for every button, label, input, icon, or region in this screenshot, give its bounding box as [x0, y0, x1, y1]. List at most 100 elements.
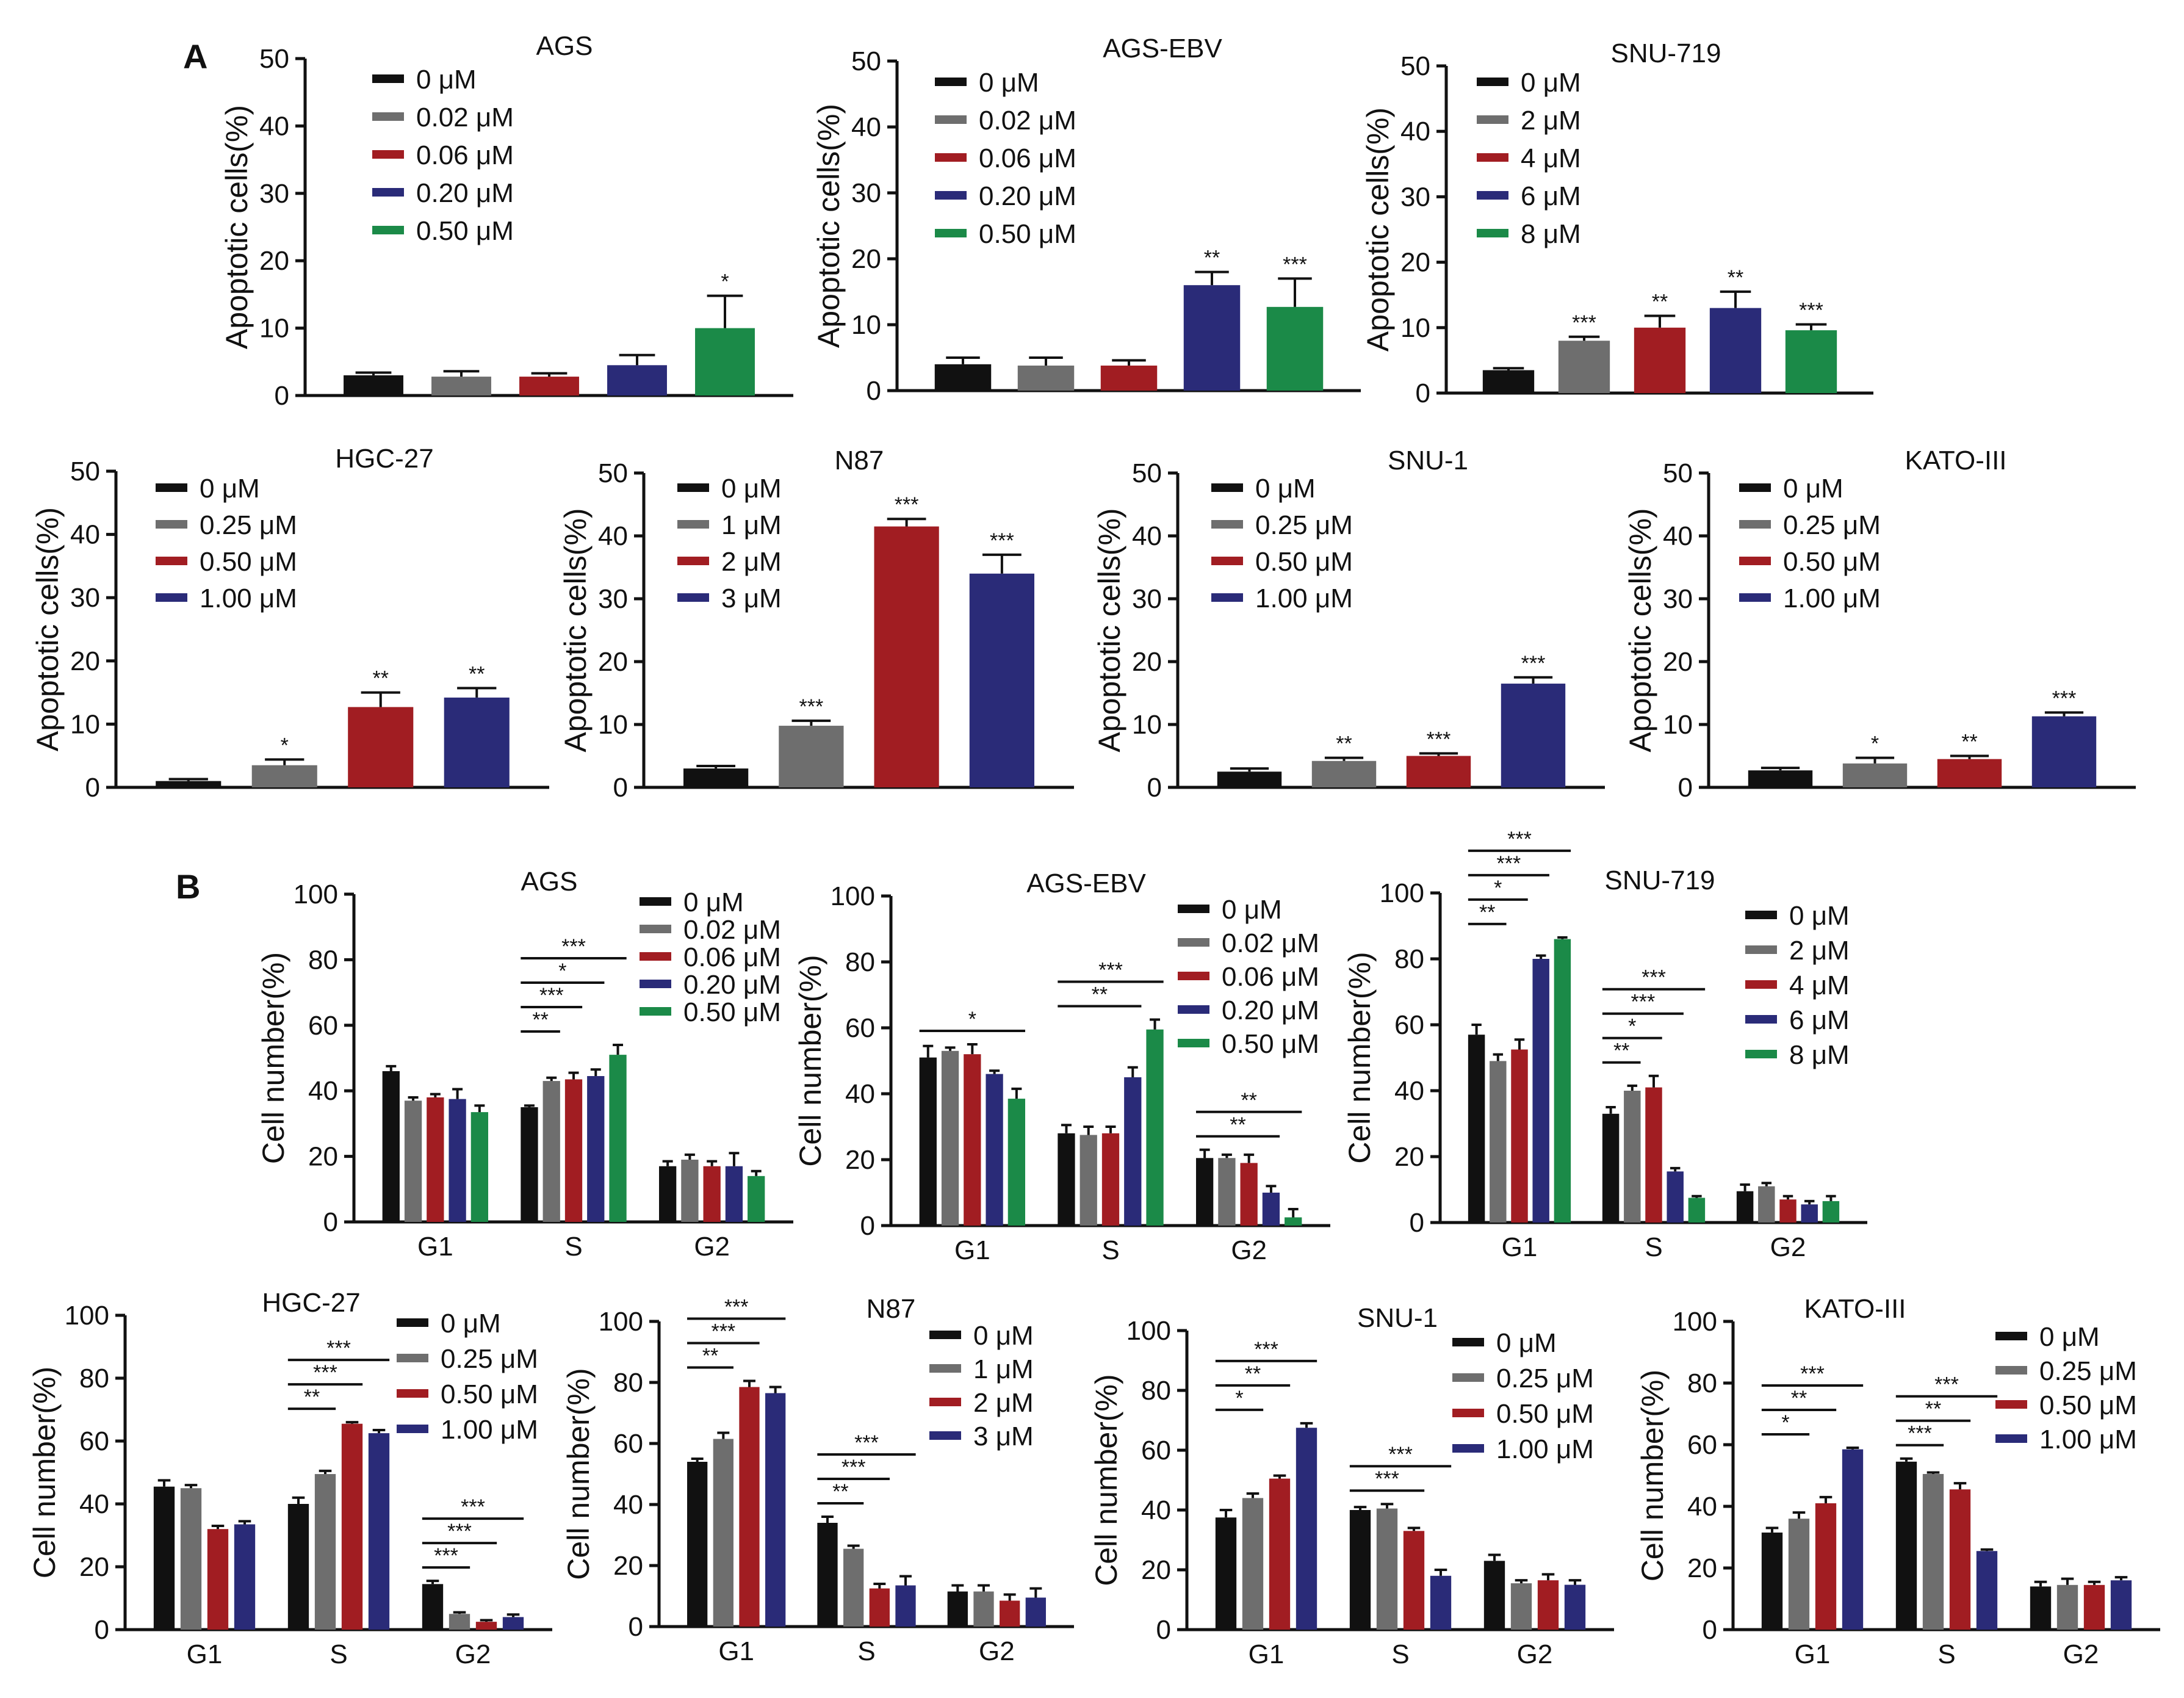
y-tick-label: 0 — [867, 376, 881, 406]
legend-swatch — [156, 483, 187, 492]
y-axis-label: Cell number(%) — [1089, 1374, 1123, 1586]
bar — [1000, 1600, 1020, 1627]
significance-label: *** — [313, 1361, 337, 1384]
legend-label: 0.25 μM — [1496, 1364, 1594, 1393]
y-tick-label: 80 — [845, 947, 875, 977]
bar — [1801, 1204, 1818, 1223]
y-axis-label: Apoptotic cells(%) — [558, 508, 593, 752]
legend-label: 0.50 μM — [2039, 1390, 2137, 1420]
legend-swatch — [397, 1318, 428, 1327]
legend-swatch — [1995, 1366, 2027, 1375]
legend-label: 0.50 μM — [1783, 547, 1881, 577]
legend-label: 0 μM — [721, 474, 782, 504]
significance-label: *** — [561, 935, 586, 958]
bar — [1558, 341, 1610, 393]
y-tick-label: 0 — [1147, 773, 1162, 803]
bar — [609, 1055, 627, 1222]
bar — [1554, 939, 1571, 1223]
legend-swatch — [1745, 980, 1777, 989]
bar — [1501, 684, 1566, 787]
bar — [1736, 1191, 1754, 1223]
legend-label: 0.20 μM — [1222, 995, 1319, 1025]
bar — [470, 1112, 489, 1222]
legend-label: 0.50 μM — [200, 547, 297, 577]
y-tick-label: 80 — [613, 1368, 643, 1398]
x-tick-label: G1 — [1249, 1639, 1285, 1669]
legend-label: 0.20 μM — [416, 178, 514, 208]
significance-label: ** — [1791, 1387, 1807, 1410]
legend-swatch — [1477, 153, 1508, 162]
x-tick-label: S — [1101, 1235, 1119, 1265]
x-tick-label: G2 — [2063, 1639, 2099, 1669]
bar — [1709, 308, 1762, 393]
legend-swatch — [1452, 1409, 1484, 1417]
y-tick-label: 0 — [1410, 1208, 1424, 1238]
legend-swatch — [640, 952, 671, 961]
legend-label: 0 μM — [1496, 1328, 1557, 1358]
y-axis-label: Apoptotic cells(%) — [1092, 508, 1126, 752]
chart-title: AGS-EBV — [1103, 34, 1222, 63]
legend-swatch — [640, 925, 671, 933]
bar — [475, 1622, 497, 1630]
legend-label: 0.25 μM — [441, 1344, 538, 1374]
bar — [2030, 1586, 2052, 1630]
significance-label: *** — [711, 1320, 735, 1343]
legend-label: 8 μM — [1789, 1040, 1850, 1070]
y-axis-label: Apoptotic cells(%) — [812, 104, 846, 348]
bar — [973, 1591, 994, 1627]
legend-label: 1.00 μM — [1783, 583, 1881, 613]
significance-label: ** — [832, 1480, 848, 1503]
y-axis-label: Cell number(%) — [561, 1368, 596, 1580]
y-tick-label: 100 — [1380, 878, 1424, 908]
bar — [969, 573, 1034, 787]
bar — [587, 1076, 605, 1222]
legend-label: 0 μM — [1222, 895, 1282, 925]
bar — [1822, 1201, 1840, 1223]
legend-swatch — [372, 226, 404, 234]
y-tick-label: 20 — [1141, 1555, 1171, 1585]
legend-label: 0 μM — [683, 887, 744, 917]
y-tick-label: 30 — [1132, 584, 1162, 614]
legend-label: 4 μM — [1789, 970, 1850, 1000]
bar — [1058, 1133, 1075, 1226]
bar — [986, 1074, 1003, 1226]
legend-swatch — [677, 520, 709, 529]
legend-swatch — [929, 1331, 961, 1339]
bar — [1349, 1510, 1371, 1630]
legend-swatch — [1452, 1444, 1484, 1453]
legend-swatch — [640, 980, 671, 988]
bar — [1025, 1597, 1046, 1627]
bar — [1511, 1049, 1528, 1223]
legend-label: 3 μM — [973, 1422, 1034, 1451]
significance-label: ** — [1479, 901, 1495, 924]
legend-label: 0.06 μM — [416, 140, 514, 170]
bar — [713, 1439, 733, 1627]
significance-label: *** — [1908, 1422, 1932, 1445]
y-tick-label: 80 — [79, 1364, 109, 1393]
legend-label: 0.20 μM — [979, 181, 1076, 211]
y-axis-label: Cell number(%) — [27, 1367, 62, 1578]
bar — [341, 1423, 363, 1630]
legend-label: 1 μM — [721, 510, 782, 540]
legend-swatch — [1745, 911, 1777, 919]
bar — [1842, 1449, 1864, 1630]
significance-label: * — [281, 734, 289, 757]
bar — [1748, 770, 1813, 787]
significance-label: ** — [469, 662, 485, 685]
bar — [817, 1523, 838, 1627]
y-tick-label: 60 — [845, 1013, 875, 1043]
significance-label: *** — [1572, 311, 1596, 334]
significance-label: *** — [434, 1544, 458, 1567]
significance-label: *** — [1283, 253, 1307, 276]
y-axis-label: Cell number(%) — [1635, 1370, 1670, 1581]
y-tick-label: 20 — [79, 1552, 109, 1582]
bar — [1483, 1561, 1505, 1630]
legend-swatch — [1211, 593, 1243, 602]
legend-swatch — [1178, 1005, 1209, 1014]
significance-label: *** — [2052, 687, 2077, 710]
legend-label: 0.02 μM — [683, 915, 781, 945]
bar — [1922, 1473, 1944, 1630]
y-tick-label: 100 — [65, 1301, 109, 1331]
bar — [725, 1166, 743, 1222]
significance-label: *** — [1098, 959, 1123, 982]
